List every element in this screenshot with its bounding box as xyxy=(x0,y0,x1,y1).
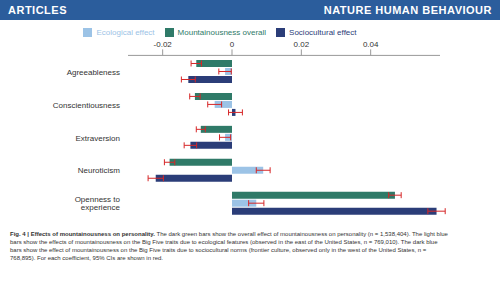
svg-text:0.02: 0.02 xyxy=(294,40,310,49)
html-text:ARTICLES: ARTICLES xyxy=(8,4,67,16)
svg-text:Neuroticism: Neuroticism xyxy=(78,166,121,175)
html-text:Mountainousness overall: Mountainousness overall xyxy=(177,28,267,37)
svg-text:0: 0 xyxy=(230,40,235,49)
html-text:NATURE HUMAN BEHAVIOUR: NATURE HUMAN BEHAVIOUR xyxy=(323,4,492,16)
svg-text:Conscientiousness: Conscientiousness xyxy=(53,101,120,110)
svg-text:-0.02: -0.02 xyxy=(154,40,173,49)
svg-text:Agreeableness: Agreeableness xyxy=(67,68,120,77)
html-text:Ecological effect: Ecological effect xyxy=(96,28,155,37)
svg-text:Openness toexperience: Openness toexperience xyxy=(75,195,121,212)
svg-text:0.04: 0.04 xyxy=(363,40,379,49)
svg-text:Extraversion: Extraversion xyxy=(76,134,120,143)
html-text:Fig. 4 | Effects of mountainou: Fig. 4 | Effects of mountainousness on p… xyxy=(10,231,448,261)
html-text:Sociocultural effect: Sociocultural effect xyxy=(289,28,357,37)
